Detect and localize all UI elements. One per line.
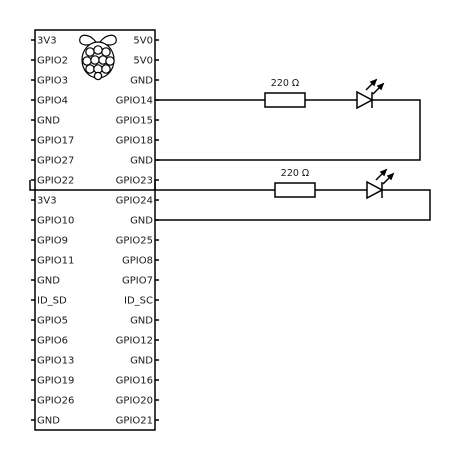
left-pin-label-gpio11: GPIO11: [37, 256, 74, 267]
left-pin-label-gpio13: GPIO13: [37, 356, 74, 367]
circuit-2-led-icon: [366, 168, 395, 200]
left-pin-label-3v3: 3V3: [37, 196, 57, 207]
right-pin-label-gpio8: GPIO8: [122, 256, 153, 267]
left-pin-column: 3V3 GPIO2 GPIO3 GPIO4 GND GPIO17 GPIO27 GPIO22 3…: [31, 36, 74, 427]
circuit-2-resistor-label: 220 Ω: [281, 168, 309, 179]
circuit-1-led-icon: [356, 78, 385, 110]
left-pin-label-gnd: GND: [37, 116, 60, 127]
right-pin-label-gpio16: GPIO16: [116, 376, 153, 387]
right-pin-label-gpio25: GPIO25: [116, 236, 153, 247]
left-pin-label-gpio9: GPIO9: [37, 236, 68, 247]
circuit-1-wire-return: [155, 99, 421, 161]
right-pin-label-gnd: GND: [130, 216, 153, 227]
left-pin-label-gpio26: GPIO26: [37, 396, 74, 407]
circuit-2-resistor: [274, 182, 316, 198]
right-pin-label-gpio12: GPIO12: [116, 336, 153, 347]
circuit-1: 220 Ω: [155, 78, 421, 161]
circuit-2: 220 Ω: [29, 168, 431, 221]
left-pin-label-gpio27: GPIO27: [37, 156, 74, 167]
right-pin-label-gpio14: GPIO14: [116, 96, 153, 107]
right-pin-label-gnd: GND: [130, 76, 153, 87]
left-pin-label-gpio19: GPIO19: [37, 376, 74, 387]
right-pin-label-gnd: GND: [130, 356, 153, 367]
right-pin-label-5v0: 5V0: [133, 56, 153, 67]
raspberry-pi-logo-icon: [79, 34, 117, 81]
left-pin-label-id-sd: ID_SD: [37, 296, 67, 307]
right-pin-label-gpio21: GPIO21: [116, 416, 153, 427]
right-pin-label-gpio23: GPIO23: [116, 176, 153, 187]
left-pin-label-gpio6: GPIO6: [37, 336, 68, 347]
raspberry-pi-board: [34, 29, 156, 431]
left-pin-label-gpio2: GPIO2: [37, 56, 68, 67]
right-pin-label-gnd: GND: [130, 156, 153, 167]
left-pin-label-gpio22: GPIO22: [37, 176, 74, 187]
circuit-2-wire-return: [155, 189, 431, 221]
right-pin-label-gnd: GND: [130, 316, 153, 327]
right-pin-label-gpio20: GPIO20: [116, 396, 153, 407]
left-pin-label-gpio10: GPIO10: [37, 216, 74, 227]
left-pin-label-gpio5: GPIO5: [37, 316, 68, 327]
left-pin-label-gpio3: GPIO3: [37, 76, 68, 87]
circuit-2-wire: [29, 180, 275, 191]
left-pin-label-gnd: GND: [37, 416, 60, 427]
left-pin-label-3v3: 3V3: [37, 36, 57, 47]
right-pin-label-gpio15: GPIO15: [116, 116, 153, 127]
left-pin-label-gpio4: GPIO4: [37, 96, 68, 107]
circuit-1-resistor: [264, 92, 306, 108]
right-pin-label-gpio18: GPIO18: [116, 136, 153, 147]
left-pin-label-gnd: GND: [37, 276, 60, 287]
right-pin-column: 5V0 5V0 GND GPIO14 GPIO15 GPIO18 GND GPIO23 GPIO…: [116, 36, 159, 427]
circuit-1-resistor-label: 220 Ω: [271, 78, 299, 89]
left-pin-label-gpio17: GPIO17: [37, 136, 74, 147]
right-pin-label-gpio24: GPIO24: [116, 196, 153, 207]
right-pin-label-5v0: 5V0: [133, 36, 153, 47]
right-pin-label-gpio7: GPIO7: [122, 276, 153, 287]
right-pin-label-id-sc: ID_SC: [124, 296, 153, 307]
